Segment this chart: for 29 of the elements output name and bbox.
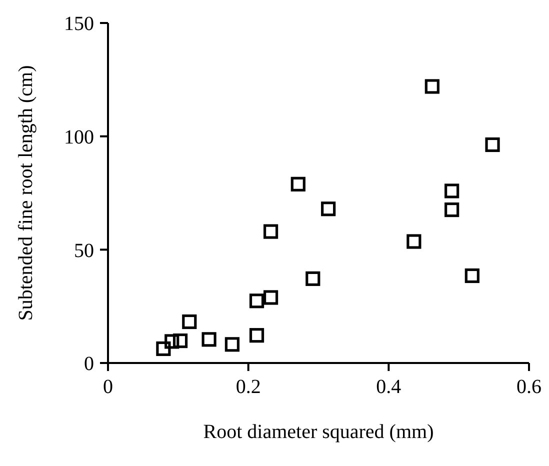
point [406, 234, 422, 249]
point [249, 328, 264, 343]
point [224, 337, 240, 352]
point [249, 294, 264, 308]
point [321, 202, 336, 216]
point [202, 332, 216, 347]
y-tick-label: 150 [64, 13, 94, 36]
point [263, 290, 278, 305]
point [164, 334, 180, 349]
x-tick-label: 0.4 [376, 376, 402, 398]
point [485, 137, 500, 152]
y-tick-label: 50 [74, 240, 94, 262]
point [156, 341, 171, 356]
x-tick-label: 0 [103, 376, 113, 398]
point [290, 176, 306, 192]
point [424, 79, 440, 94]
x-tick-label: 0.2 [236, 376, 261, 398]
point [182, 314, 197, 330]
point [444, 202, 460, 218]
y-tick-label: 100 [64, 126, 94, 148]
x-axis-title: Root diameter squared (mm) [203, 421, 434, 443]
point [263, 224, 278, 239]
point [444, 184, 460, 198]
y-tick-label: 0 [84, 353, 94, 376]
point [306, 271, 320, 286]
point [172, 333, 188, 348]
x-tick-label: 0.6 [516, 376, 542, 398]
point [464, 268, 480, 284]
y-axis-title: Subtended fine root length (cm) [15, 65, 38, 321]
